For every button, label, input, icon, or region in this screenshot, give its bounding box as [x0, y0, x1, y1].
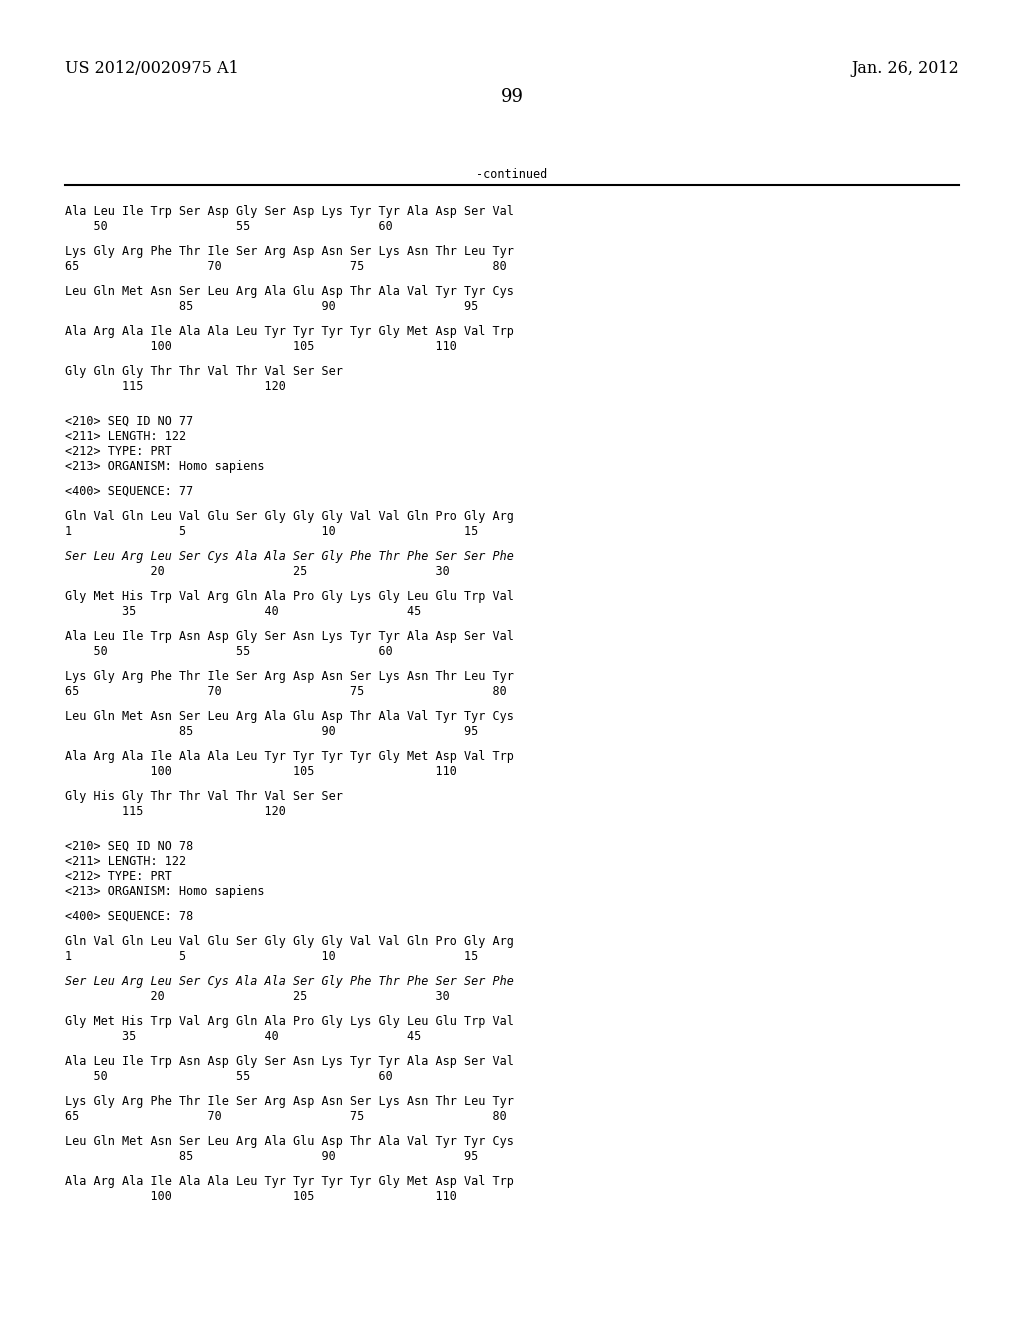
Text: <212> TYPE: PRT: <212> TYPE: PRT [65, 445, 172, 458]
Text: Ser Leu Arg Leu Ser Cys Ala Ala Ser Gly Phe Thr Phe Ser Ser Phe: Ser Leu Arg Leu Ser Cys Ala Ala Ser Gly … [65, 975, 514, 987]
Text: 65                  70                  75                  80: 65 70 75 80 [65, 1110, 507, 1123]
Text: <211> LENGTH: 122: <211> LENGTH: 122 [65, 430, 186, 444]
Text: US 2012/0020975 A1: US 2012/0020975 A1 [65, 59, 239, 77]
Text: 85                  90                  95: 85 90 95 [65, 300, 478, 313]
Text: <400> SEQUENCE: 77: <400> SEQUENCE: 77 [65, 484, 194, 498]
Text: Ala Arg Ala Ile Ala Ala Leu Tyr Tyr Tyr Tyr Gly Met Asp Val Trp: Ala Arg Ala Ile Ala Ala Leu Tyr Tyr Tyr … [65, 750, 514, 763]
Text: 85                  90                  95: 85 90 95 [65, 1150, 478, 1163]
Text: <213> ORGANISM: Homo sapiens: <213> ORGANISM: Homo sapiens [65, 459, 264, 473]
Text: <212> TYPE: PRT: <212> TYPE: PRT [65, 870, 172, 883]
Text: Lys Gly Arg Phe Thr Ile Ser Arg Asp Asn Ser Lys Asn Thr Leu Tyr: Lys Gly Arg Phe Thr Ile Ser Arg Asp Asn … [65, 671, 514, 682]
Text: 65                  70                  75                  80: 65 70 75 80 [65, 260, 507, 273]
Text: 35                  40                  45: 35 40 45 [65, 605, 421, 618]
Text: 50                  55                  60: 50 55 60 [65, 645, 393, 657]
Text: Ala Arg Ala Ile Ala Ala Leu Tyr Tyr Tyr Tyr Gly Met Asp Val Trp: Ala Arg Ala Ile Ala Ala Leu Tyr Tyr Tyr … [65, 325, 514, 338]
Text: 100                 105                 110: 100 105 110 [65, 341, 457, 352]
Text: Ala Leu Ile Trp Asn Asp Gly Ser Asn Lys Tyr Tyr Ala Asp Ser Val: Ala Leu Ile Trp Asn Asp Gly Ser Asn Lys … [65, 630, 514, 643]
Text: 20                  25                  30: 20 25 30 [65, 565, 450, 578]
Text: 50                  55                  60: 50 55 60 [65, 220, 393, 234]
Text: 99: 99 [501, 88, 523, 106]
Text: 1               5                   10                  15: 1 5 10 15 [65, 525, 478, 539]
Text: Gly Met His Trp Val Arg Gln Ala Pro Gly Lys Gly Leu Glu Trp Val: Gly Met His Trp Val Arg Gln Ala Pro Gly … [65, 590, 514, 603]
Text: Leu Gln Met Asn Ser Leu Arg Ala Glu Asp Thr Ala Val Tyr Tyr Cys: Leu Gln Met Asn Ser Leu Arg Ala Glu Asp … [65, 1135, 514, 1148]
Text: Gln Val Gln Leu Val Glu Ser Gly Gly Gly Val Val Gln Pro Gly Arg: Gln Val Gln Leu Val Glu Ser Gly Gly Gly … [65, 510, 514, 523]
Text: <211> LENGTH: 122: <211> LENGTH: 122 [65, 855, 186, 869]
Text: <210> SEQ ID NO 77: <210> SEQ ID NO 77 [65, 414, 194, 428]
Text: 35                  40                  45: 35 40 45 [65, 1030, 421, 1043]
Text: <210> SEQ ID NO 78: <210> SEQ ID NO 78 [65, 840, 194, 853]
Text: -continued: -continued [476, 168, 548, 181]
Text: 20                  25                  30: 20 25 30 [65, 990, 450, 1003]
Text: Ala Leu Ile Trp Ser Asp Gly Ser Asp Lys Tyr Tyr Ala Asp Ser Val: Ala Leu Ile Trp Ser Asp Gly Ser Asp Lys … [65, 205, 514, 218]
Text: Gly His Gly Thr Thr Val Thr Val Ser Ser: Gly His Gly Thr Thr Val Thr Val Ser Ser [65, 789, 343, 803]
Text: Lys Gly Arg Phe Thr Ile Ser Arg Asp Asn Ser Lys Asn Thr Leu Tyr: Lys Gly Arg Phe Thr Ile Ser Arg Asp Asn … [65, 1096, 514, 1107]
Text: Gly Met His Trp Val Arg Gln Ala Pro Gly Lys Gly Leu Glu Trp Val: Gly Met His Trp Val Arg Gln Ala Pro Gly … [65, 1015, 514, 1028]
Text: <213> ORGANISM: Homo sapiens: <213> ORGANISM: Homo sapiens [65, 884, 264, 898]
Text: 65                  70                  75                  80: 65 70 75 80 [65, 685, 507, 698]
Text: Lys Gly Arg Phe Thr Ile Ser Arg Asp Asn Ser Lys Asn Thr Leu Tyr: Lys Gly Arg Phe Thr Ile Ser Arg Asp Asn … [65, 246, 514, 257]
Text: Leu Gln Met Asn Ser Leu Arg Ala Glu Asp Thr Ala Val Tyr Tyr Cys: Leu Gln Met Asn Ser Leu Arg Ala Glu Asp … [65, 710, 514, 723]
Text: 50                  55                  60: 50 55 60 [65, 1071, 393, 1082]
Text: 85                  90                  95: 85 90 95 [65, 725, 478, 738]
Text: Leu Gln Met Asn Ser Leu Arg Ala Glu Asp Thr Ala Val Tyr Tyr Cys: Leu Gln Met Asn Ser Leu Arg Ala Glu Asp … [65, 285, 514, 298]
Text: 1               5                   10                  15: 1 5 10 15 [65, 950, 478, 964]
Text: 100                 105                 110: 100 105 110 [65, 1191, 457, 1203]
Text: 115                 120: 115 120 [65, 805, 286, 818]
Text: Ala Leu Ile Trp Asn Asp Gly Ser Asn Lys Tyr Tyr Ala Asp Ser Val: Ala Leu Ile Trp Asn Asp Gly Ser Asn Lys … [65, 1055, 514, 1068]
Text: Jan. 26, 2012: Jan. 26, 2012 [851, 59, 959, 77]
Text: Gln Val Gln Leu Val Glu Ser Gly Gly Gly Val Val Gln Pro Gly Arg: Gln Val Gln Leu Val Glu Ser Gly Gly Gly … [65, 935, 514, 948]
Text: 100                 105                 110: 100 105 110 [65, 766, 457, 777]
Text: Ser Leu Arg Leu Ser Cys Ala Ala Ser Gly Phe Thr Phe Ser Ser Phe: Ser Leu Arg Leu Ser Cys Ala Ala Ser Gly … [65, 550, 514, 564]
Text: Gly Gln Gly Thr Thr Val Thr Val Ser Ser: Gly Gln Gly Thr Thr Val Thr Val Ser Ser [65, 366, 343, 378]
Text: <400> SEQUENCE: 78: <400> SEQUENCE: 78 [65, 909, 194, 923]
Text: Ala Arg Ala Ile Ala Ala Leu Tyr Tyr Tyr Tyr Gly Met Asp Val Trp: Ala Arg Ala Ile Ala Ala Leu Tyr Tyr Tyr … [65, 1175, 514, 1188]
Text: 115                 120: 115 120 [65, 380, 286, 393]
